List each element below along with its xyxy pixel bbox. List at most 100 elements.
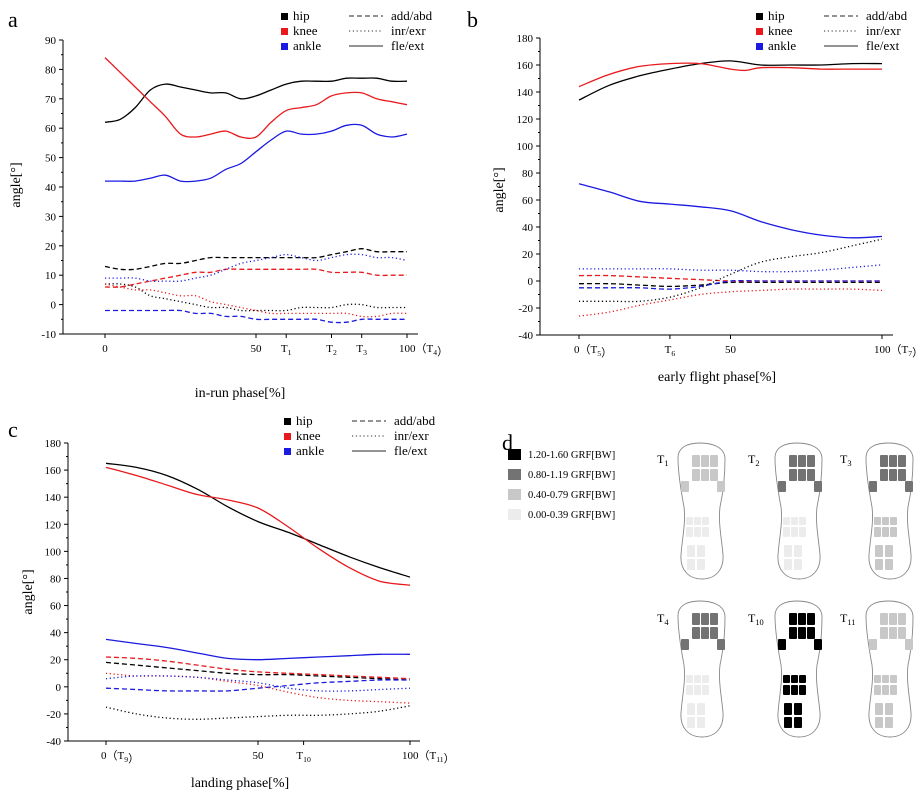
footprint-t1 [677, 442, 726, 580]
pressure-cell [875, 545, 883, 557]
pressure-cell [898, 455, 906, 467]
y-tick-label: 0 [528, 276, 534, 288]
legend-swatch-hip [756, 13, 763, 20]
x-axis-label: in-run phase[%] [195, 386, 286, 401]
y-tick-label: 20 [50, 655, 62, 667]
legend-label: 0.00-0.39 GRF[BW] [528, 510, 615, 521]
pressure-cell [890, 527, 897, 537]
pressure-cell [702, 685, 709, 695]
pressure-cell [807, 613, 815, 625]
series-hip-add-abd [105, 661, 411, 681]
pressure-cell [687, 559, 695, 570]
y-tick-label: 20 [522, 249, 534, 261]
pressure-cell [697, 717, 705, 728]
legend-style-label: add/abd [866, 8, 908, 23]
pressure-cell [783, 527, 790, 537]
footprint-t10 [774, 600, 823, 738]
pressure-cell [798, 469, 806, 481]
pressure-cell [875, 703, 883, 715]
series-knee-add-abd [104, 268, 407, 288]
footprint-label: T11 [840, 611, 855, 627]
y-tick-label: 140 [517, 87, 534, 99]
pressure-cell [798, 627, 806, 639]
panel-c: c -40 -20 0 20 40 60 80 100 120 140 160 180 0（T9） 50 T1… [8, 413, 455, 791]
pressure-cell [890, 517, 897, 525]
pressure-cell [875, 717, 883, 728]
legend-swatch-knee [756, 28, 763, 35]
pressure-cell [791, 675, 798, 683]
series-knee-fle-ext [104, 57, 408, 140]
pressure-cell [799, 675, 806, 683]
pressure-cell [814, 481, 822, 492]
x-tick-label: T1 [281, 343, 292, 357]
pressure-cell [874, 517, 881, 525]
legend-swatch [508, 449, 521, 460]
pressure-cell [692, 627, 700, 639]
pressure-cell [889, 627, 897, 639]
legend-label-hip: hip [296, 413, 313, 428]
x-tick-label: 100（T11） [402, 749, 455, 765]
legend-style-label: fle/ext [394, 443, 428, 458]
pressure-cell [784, 559, 792, 570]
y-axis-label: angle[°] [9, 162, 24, 207]
pressure-cell [889, 469, 897, 481]
legend-swatch-ankle [281, 43, 288, 50]
legend-swatch-hip [284, 418, 291, 425]
x-tick-label: 50 [725, 344, 737, 356]
y-tick-label: 40 [50, 628, 62, 640]
series-ankle-inr-exr [105, 253, 408, 282]
footprint-label: T10 [748, 611, 764, 627]
y-axis-label: angle[°] [21, 569, 36, 614]
pressure-cell [702, 675, 709, 683]
y-tick-label: 20 [45, 241, 57, 253]
pressure-cell [874, 675, 881, 683]
pressure-cell [687, 545, 695, 557]
x-axis-label: early flight phase[%] [658, 370, 776, 385]
x-tick-label: T6 [665, 344, 676, 358]
legend-swatch [508, 489, 521, 500]
y-tick-label: -40 [518, 330, 533, 342]
y-tick-label: 60 [45, 123, 57, 135]
series-hip-add-abd [104, 248, 407, 271]
legend-label-hip: hip [293, 8, 310, 23]
pressure-cell [799, 527, 806, 537]
y-tick-label: -20 [46, 709, 61, 721]
pressure-cell [898, 613, 906, 625]
series-hip-inr-exr [105, 705, 411, 720]
pressure-cell [686, 685, 693, 695]
legend-swatch-ankle [756, 43, 763, 50]
legend-label-hip: hip [768, 8, 785, 23]
series-hip-inr-exr [579, 238, 883, 303]
series-ankle-fle-ext [104, 123, 408, 183]
pressure-cell [717, 639, 725, 650]
footprint-t3 [865, 442, 914, 580]
series-hip-fle-ext [578, 60, 883, 101]
pressure-cell [784, 717, 792, 728]
footprint-label: T3 [840, 452, 852, 468]
pressure-cell [784, 545, 792, 557]
legend-swatch-ankle [284, 448, 291, 455]
pressure-cell [880, 469, 888, 481]
pressure-cell [874, 527, 881, 537]
legend-swatch [508, 509, 521, 520]
pressure-cell [890, 685, 897, 695]
legend-label-knee: knee [293, 23, 318, 38]
x-tick-label: 0（T9） [101, 749, 139, 765]
series-knee-add-abd [578, 274, 882, 282]
pressure-cell [807, 627, 815, 639]
y-tick-label: 140 [45, 492, 62, 504]
pressure-cell [798, 613, 806, 625]
y-axis-label: angle[°] [492, 167, 507, 212]
pressure-cell [701, 469, 709, 481]
pressure-cell [889, 455, 897, 467]
x-tick-label: 0（T5） [574, 343, 612, 359]
legend-style-label: inr/exr [391, 23, 426, 38]
series-hip-inr-exr [104, 283, 407, 312]
pressure-cell [789, 627, 797, 639]
pressure-cell [694, 517, 701, 525]
footprint-t4 [677, 600, 726, 738]
legend-style-label: add/abd [391, 8, 433, 23]
